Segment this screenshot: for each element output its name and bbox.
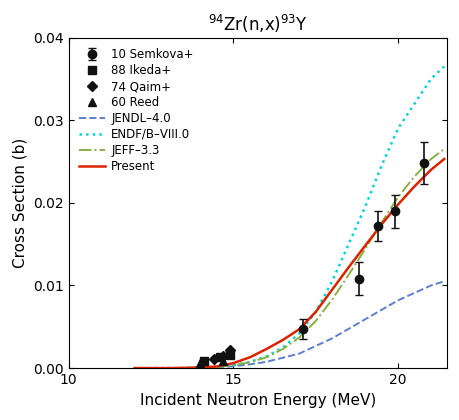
Present bbox=[394, 202, 400, 207]
Present bbox=[164, 365, 170, 370]
Present bbox=[197, 365, 203, 370]
JENDL–4.0 bbox=[329, 336, 334, 341]
Present bbox=[181, 365, 186, 370]
JENDL–4.0 bbox=[263, 360, 269, 365]
ENDF/B–VIII.0 bbox=[427, 76, 433, 81]
Present bbox=[312, 310, 318, 315]
JEFF–3.3 bbox=[329, 297, 334, 302]
JEFF–3.3 bbox=[411, 174, 416, 179]
Line: ENDF/B–VIII.0: ENDF/B–VIII.0 bbox=[134, 66, 443, 368]
JEFF–3.3 bbox=[230, 363, 235, 368]
JENDL–4.0 bbox=[164, 365, 170, 370]
ENDF/B–VIII.0 bbox=[296, 331, 302, 336]
Present bbox=[345, 265, 351, 270]
JEFF–3.3 bbox=[246, 360, 252, 365]
ENDF/B–VIII.0 bbox=[132, 365, 137, 370]
Present bbox=[362, 243, 367, 248]
Present bbox=[378, 222, 384, 227]
Line: Present: Present bbox=[134, 159, 443, 368]
ENDF/B–VIII.0 bbox=[378, 163, 384, 168]
JENDL–4.0 bbox=[214, 365, 219, 370]
Legend: 10 Semkova+, 88 Ikeda+, 74 Qaim+, 60 Reed, JENDL–4.0, ENDF/B–VIII.0, JEFF–3.3, P: 10 Semkova+, 88 Ikeda+, 74 Qaim+, 60 Ree… bbox=[74, 43, 198, 178]
JEFF–3.3 bbox=[378, 220, 384, 225]
Line: JEFF–3.3: JEFF–3.3 bbox=[134, 149, 443, 368]
JENDL–4.0 bbox=[427, 283, 433, 288]
Present bbox=[329, 287, 334, 292]
JENDL–4.0 bbox=[362, 317, 367, 322]
ENDF/B–VIII.0 bbox=[246, 360, 252, 365]
JEFF–3.3 bbox=[427, 157, 433, 162]
ENDF/B–VIII.0 bbox=[214, 364, 219, 369]
ENDF/B–VIII.0 bbox=[345, 241, 351, 247]
Present bbox=[441, 157, 446, 162]
JEFF–3.3 bbox=[345, 272, 351, 277]
ENDF/B–VIII.0 bbox=[394, 126, 400, 131]
ENDF/B–VIII.0 bbox=[280, 345, 285, 350]
Y-axis label: Cross Section (b): Cross Section (b) bbox=[12, 138, 28, 268]
Present bbox=[246, 355, 252, 360]
JEFF–3.3 bbox=[312, 318, 318, 323]
JENDL–4.0 bbox=[197, 365, 203, 370]
Line: JENDL–4.0: JENDL–4.0 bbox=[134, 281, 443, 368]
ENDF/B–VIII.0 bbox=[181, 365, 186, 370]
Present bbox=[214, 364, 219, 369]
JENDL–4.0 bbox=[181, 365, 186, 370]
JENDL–4.0 bbox=[296, 351, 302, 356]
JEFF–3.3 bbox=[132, 365, 137, 370]
JENDL–4.0 bbox=[394, 298, 400, 303]
Title: $^{94}$Zr(n,x)$^{93}$Y: $^{94}$Zr(n,x)$^{93}$Y bbox=[207, 13, 308, 34]
Present bbox=[263, 346, 269, 352]
JENDL–4.0 bbox=[246, 362, 252, 367]
Present bbox=[411, 184, 416, 189]
JEFF–3.3 bbox=[181, 365, 186, 370]
JENDL–4.0 bbox=[230, 364, 235, 369]
JEFF–3.3 bbox=[362, 247, 367, 252]
JEFF–3.3 bbox=[214, 364, 219, 369]
JEFF–3.3 bbox=[394, 194, 400, 200]
Present bbox=[132, 365, 137, 370]
ENDF/B–VIII.0 bbox=[197, 365, 203, 370]
JEFF–3.3 bbox=[280, 346, 285, 352]
X-axis label: Incident Neutron Energy (MeV): Incident Neutron Energy (MeV) bbox=[140, 393, 375, 407]
ENDF/B–VIII.0 bbox=[441, 64, 446, 69]
ENDF/B–VIII.0 bbox=[263, 354, 269, 359]
Present bbox=[427, 167, 433, 172]
JENDL–4.0 bbox=[132, 365, 137, 370]
JEFF–3.3 bbox=[197, 365, 203, 370]
JEFF–3.3 bbox=[296, 335, 302, 340]
Present bbox=[280, 337, 285, 342]
JEFF–3.3 bbox=[441, 147, 446, 152]
ENDF/B–VIII.0 bbox=[329, 279, 334, 284]
JENDL–4.0 bbox=[441, 279, 446, 284]
ENDF/B–VIII.0 bbox=[411, 101, 416, 106]
JEFF–3.3 bbox=[164, 365, 170, 370]
ENDF/B–VIII.0 bbox=[230, 363, 235, 368]
ENDF/B–VIII.0 bbox=[164, 365, 170, 370]
Present bbox=[296, 327, 302, 332]
ENDF/B–VIII.0 bbox=[312, 310, 318, 315]
Present bbox=[230, 361, 235, 366]
JEFF–3.3 bbox=[263, 355, 269, 360]
ENDF/B–VIII.0 bbox=[362, 205, 367, 210]
